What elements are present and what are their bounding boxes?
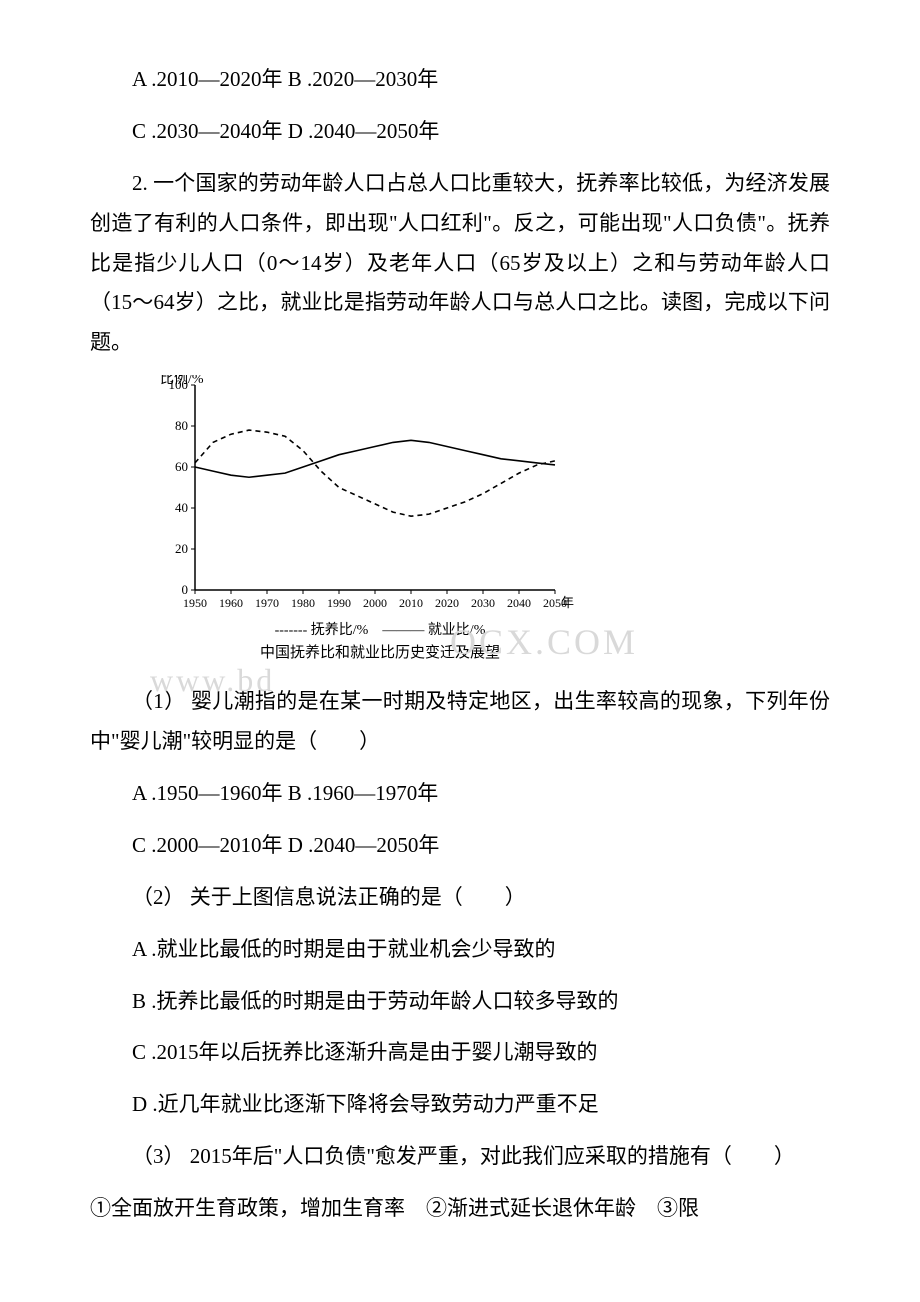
svg-text:1960: 1960: [219, 596, 243, 610]
q1-options-cd: C .2030—2040年 D .2040—2050年: [90, 112, 830, 152]
q2-1-options-ab: A .1950—1960年 B .1960—1970年: [90, 774, 830, 814]
q2-1-stem: （1） 婴儿潮指的是在某一时期及特定地区，出生率较高的现象，下列年份中"婴儿潮"…: [90, 682, 830, 762]
legend-series2-label: 就业比/%: [428, 623, 486, 638]
q1-options-ab: A .2010—2020年 B .2020—2030年: [90, 60, 830, 100]
q2-1-opt-a: A .1950—1960年: [132, 781, 283, 805]
svg-text:1990: 1990: [327, 596, 351, 610]
q1-opt-b: B .2020—2030年: [288, 67, 439, 91]
q2-1-options-cd: C .2000—2010年 D .2040—2050年: [90, 826, 830, 866]
svg-text:2020: 2020: [435, 596, 459, 610]
q2-1-opt-b: B .1960—1970年: [288, 781, 439, 805]
svg-text:2010: 2010: [399, 596, 423, 610]
q2-intro: 2. 一个国家的劳动年龄人口占总人口比重较大，抚养率比较低，为经济发展创造了有利…: [90, 164, 830, 363]
svg-text:年: 年: [561, 595, 574, 610]
legend-series1-label: 抚养比/%: [311, 623, 369, 638]
q1-opt-c: C .2030—2040年: [132, 119, 283, 143]
chart-legend: ------- 抚养比/% ——— 就业比/%: [150, 619, 610, 639]
svg-text:0: 0: [182, 582, 189, 597]
svg-text:60: 60: [175, 459, 188, 474]
q2-2-opt-b: B .抚养比最低的时期是由于劳动年龄人口较多导致的: [90, 982, 830, 1022]
q1-opt-d: D .2040—2050年: [288, 119, 440, 143]
legend-dashed-prefix: -------: [275, 623, 308, 638]
svg-text:2040: 2040: [507, 596, 531, 610]
q2-3-items: ①全面放开生育政策，增加生育率 ②渐进式延长退休年龄 ③限: [90, 1189, 830, 1229]
q2-1-opt-c: C .2000—2010年: [132, 833, 283, 857]
q2-2-opt-d: D .近几年就业比逐渐下降将会导致劳动力严重不足: [90, 1085, 830, 1125]
svg-text:1950: 1950: [183, 596, 207, 610]
svg-text:1980: 1980: [291, 596, 315, 610]
svg-text:80: 80: [175, 418, 188, 433]
q2-3-stem: （3） 2015年后"人口负债"愈发严重，对此我们应采取的措施有（ ）: [90, 1137, 830, 1177]
svg-text:40: 40: [175, 500, 188, 515]
q1-opt-a: A .2010—2020年: [132, 67, 283, 91]
q2-2-opt-a: A .就业比最低的时期是由于就业机会少导致的: [90, 930, 830, 970]
svg-text:20: 20: [175, 541, 188, 556]
svg-text:1970: 1970: [255, 596, 279, 610]
q2-2-stem: （2） 关于上图信息说法正确的是（ ）: [90, 878, 830, 918]
q2-2-opt-c: C .2015年以后抚养比逐渐升高是由于婴儿潮导致的: [90, 1033, 830, 1073]
legend-solid-prefix: ———: [382, 623, 424, 638]
chart-caption: 中国抚养比和就业比历史变迁及展望: [150, 641, 610, 662]
chart-container: 比例/%020406080100195019601970198019902000…: [150, 375, 610, 662]
svg-text:2000: 2000: [363, 596, 387, 610]
svg-text:2030: 2030: [471, 596, 495, 610]
q2-1-opt-d: D .2040—2050年: [288, 833, 440, 857]
dependency-employment-chart: 比例/%020406080100195019601970198019902000…: [150, 375, 580, 615]
svg-text:100: 100: [169, 377, 189, 392]
